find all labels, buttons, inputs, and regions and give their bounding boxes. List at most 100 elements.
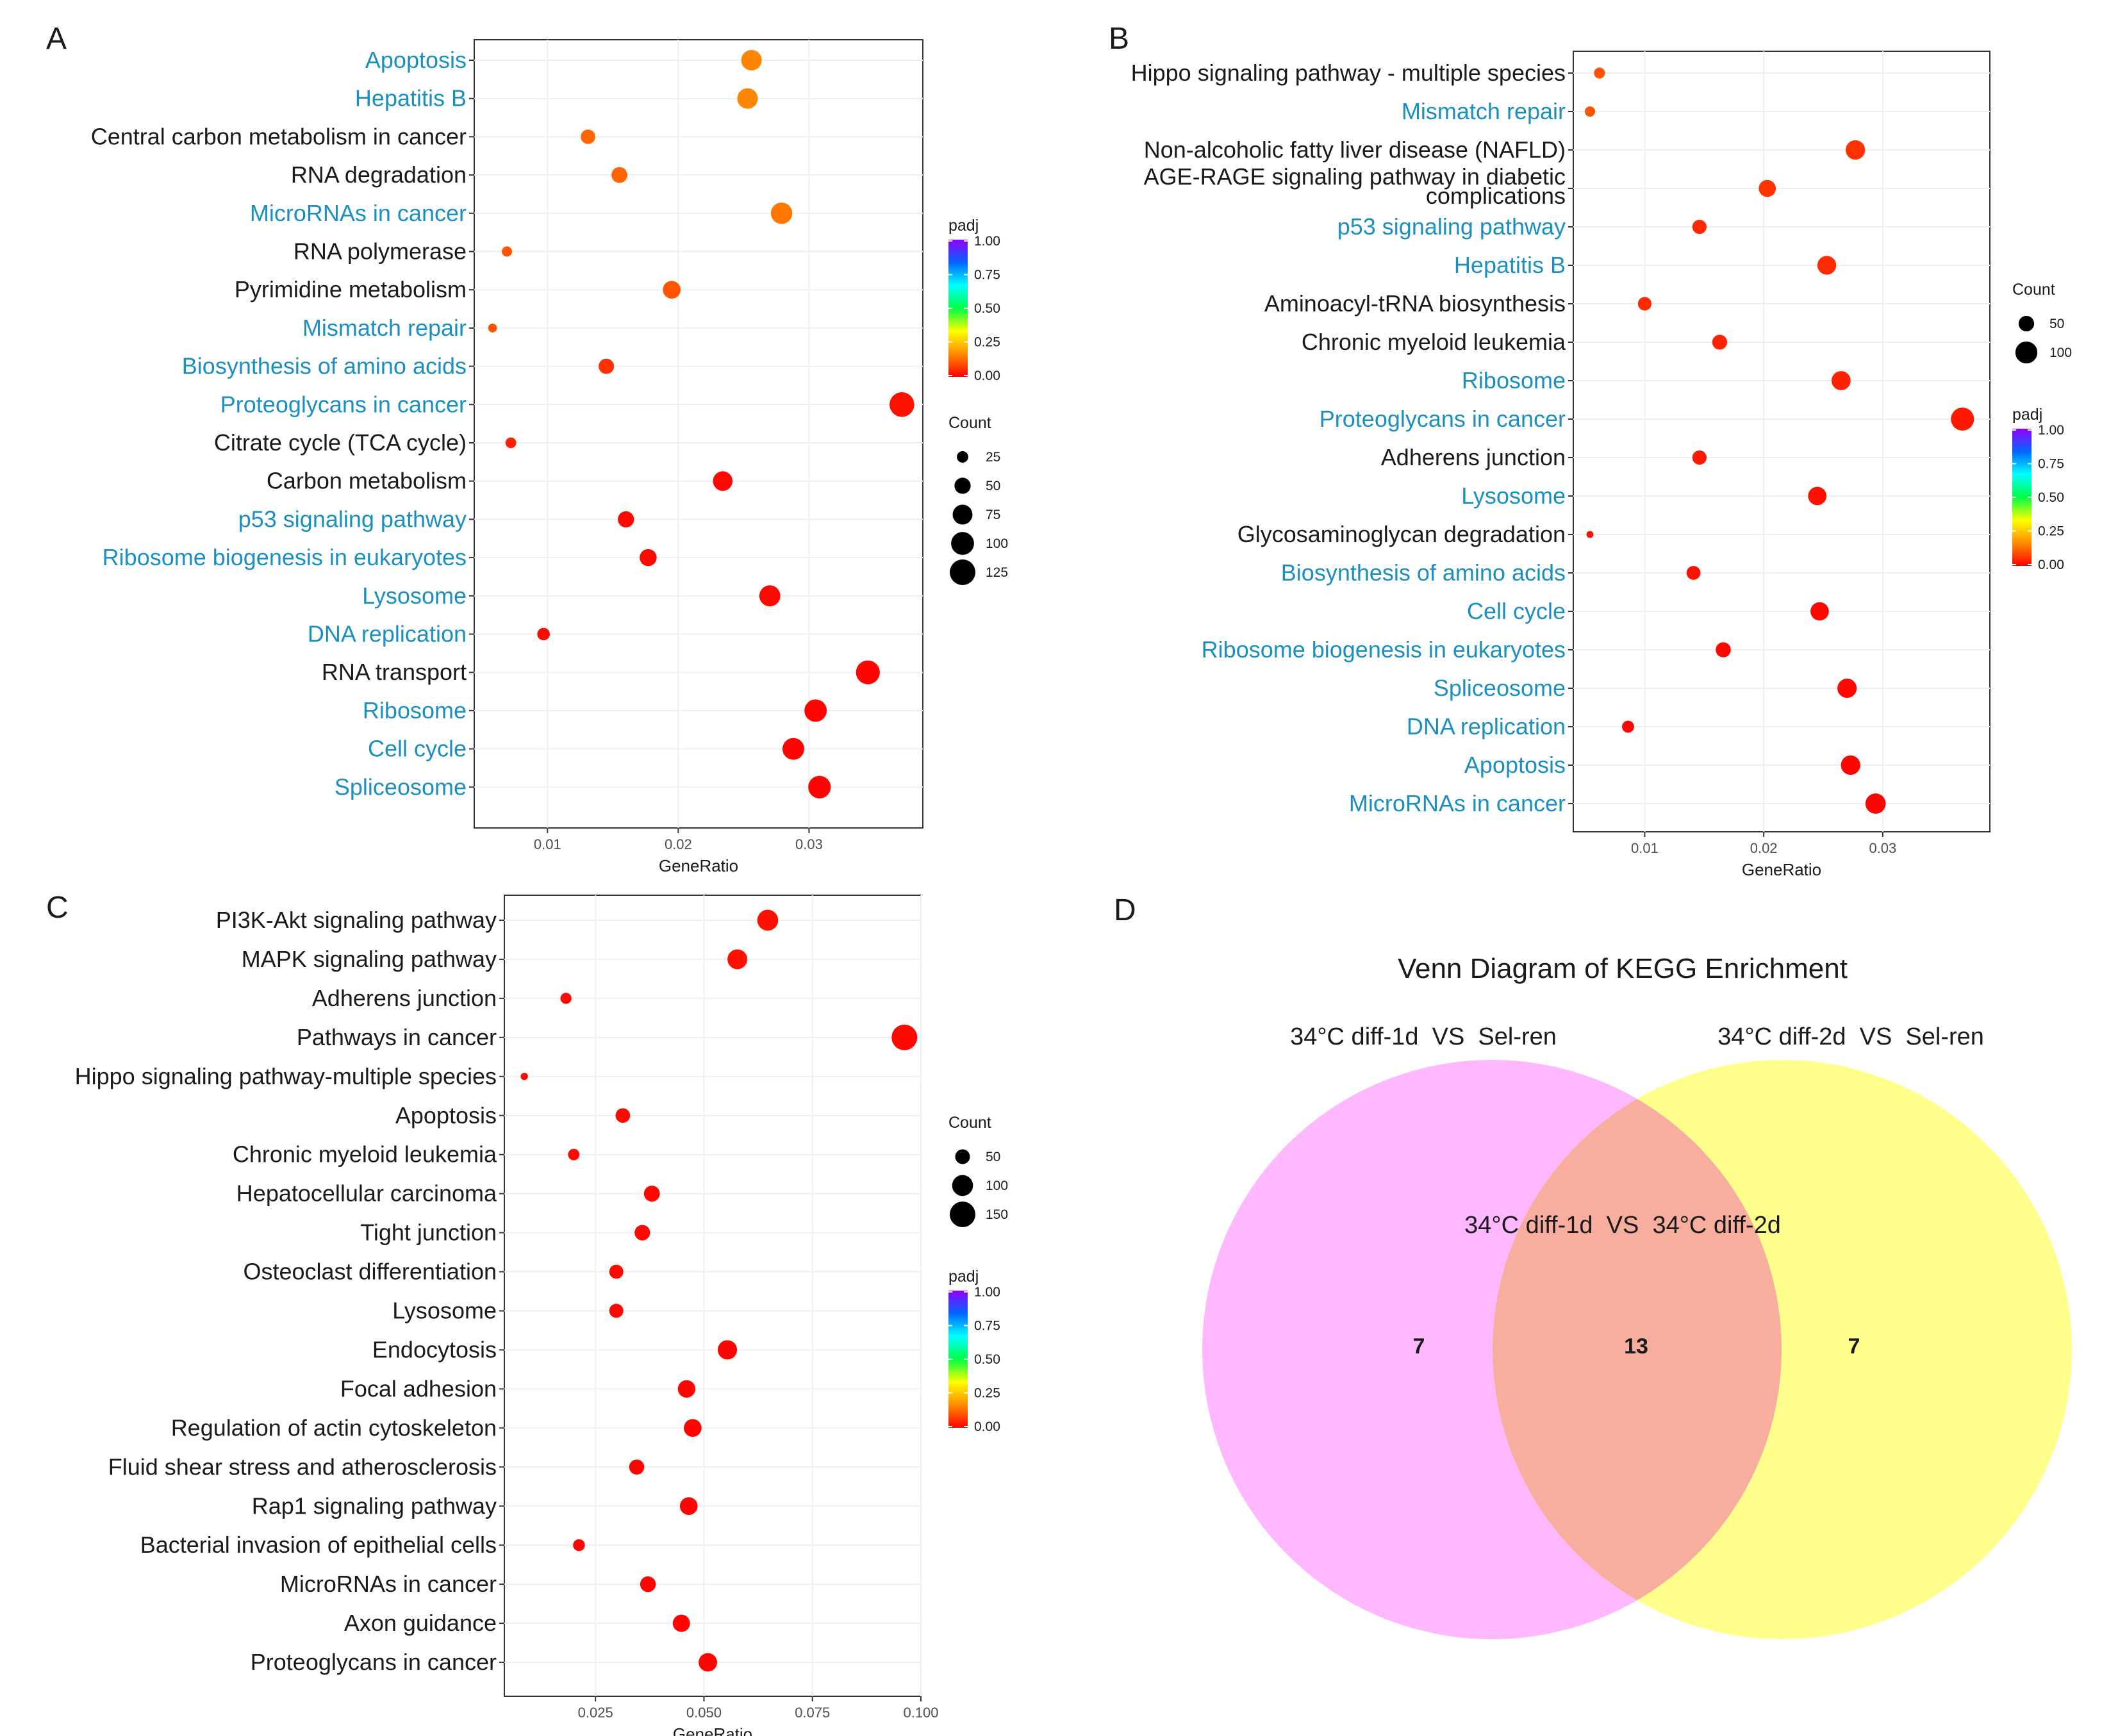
y-category-label: Proteoglycans in cancer bbox=[251, 1649, 497, 1675]
data-point bbox=[856, 660, 880, 684]
size-legend-label: 25 bbox=[986, 450, 1000, 465]
y-category-label: Cell cycle bbox=[1467, 598, 1566, 624]
size-legend-dot bbox=[950, 559, 975, 585]
y-category-label: p53 signaling pathway bbox=[1337, 213, 1566, 240]
size-legend-label: 50 bbox=[986, 479, 1000, 493]
venn-overlap-count: 13 bbox=[1624, 1334, 1648, 1359]
data-point bbox=[804, 699, 827, 722]
color-legend-label: 0.25 bbox=[2038, 524, 2064, 539]
y-category-label: Ribosome biogenesis in eukaryotes bbox=[1202, 636, 1566, 663]
y-category-label: Chronic myeloid leukemia bbox=[1302, 329, 1566, 355]
data-point bbox=[581, 129, 595, 144]
data-point bbox=[891, 1024, 918, 1050]
y-category-label: MicroRNAs in cancer bbox=[280, 1571, 497, 1597]
data-point bbox=[640, 549, 657, 566]
y-category-label: Apoptosis bbox=[1464, 752, 1566, 778]
y-category-label: Ribosome bbox=[363, 697, 467, 723]
y-category-label: Aminoacyl-tRNA biosynthesis bbox=[1264, 290, 1566, 317]
size-legend-label: 75 bbox=[986, 508, 1000, 522]
data-point bbox=[537, 627, 550, 641]
data-point bbox=[679, 1497, 698, 1516]
data-point bbox=[737, 88, 758, 109]
data-point bbox=[629, 1459, 645, 1475]
color-legend-label: 0.75 bbox=[974, 268, 1000, 283]
data-point bbox=[502, 246, 513, 257]
color-legend-label: 0.00 bbox=[974, 368, 1000, 383]
data-point bbox=[770, 203, 793, 224]
y-category-label: MicroRNAs in cancer bbox=[1349, 790, 1566, 816]
y-category-label: Citrate cycle (TCA cycle) bbox=[214, 429, 467, 456]
data-point bbox=[520, 1073, 528, 1080]
venn-left-set-label: 34°C diff-1d VS Sel-ren bbox=[1290, 1023, 1557, 1050]
x-tick-label: 0.03 bbox=[795, 836, 823, 852]
data-point bbox=[699, 1653, 717, 1672]
data-point bbox=[1808, 486, 1827, 506]
y-category-label: Non-alcoholic fatty liver disease (NAFLD… bbox=[1144, 136, 1566, 163]
y-category-label: Proteoglycans in cancer bbox=[1320, 406, 1566, 432]
x-tick-label: 0.02 bbox=[665, 836, 692, 852]
y-category-label: Apoptosis bbox=[365, 47, 467, 73]
data-point bbox=[634, 1225, 650, 1241]
x-tick-label: 0.050 bbox=[686, 1705, 722, 1721]
x-tick-label: 0.02 bbox=[1750, 840, 1778, 856]
y-category-label: Hippo signaling pathway - multiple speci… bbox=[1131, 60, 1566, 86]
data-point bbox=[1951, 408, 1974, 431]
panel-letter-c: C bbox=[46, 891, 69, 925]
y-category-label: Lysosome bbox=[392, 1298, 497, 1324]
x-axis-label: GeneRatio bbox=[673, 1724, 752, 1736]
venn-right-set-label: 34°C diff-2d VS Sel-ren bbox=[1717, 1023, 1984, 1050]
y-category-label: Glycosaminoglycan degradation bbox=[1237, 521, 1566, 547]
x-tick-label: 0.03 bbox=[1869, 840, 1896, 856]
size-legend-dot bbox=[2018, 315, 2035, 332]
y-category-label: PI3K-Akt signaling pathway bbox=[216, 907, 497, 933]
panel-c-bubble-chart: C PI3K-Akt signaling pathway MAPK signalin… bbox=[46, 891, 1008, 1736]
size-legend-label: 100 bbox=[986, 536, 1008, 551]
size-legend-label: 50 bbox=[2049, 317, 2064, 331]
data-point bbox=[808, 775, 831, 798]
data-point bbox=[1817, 256, 1837, 275]
x-tick-label: 0.01 bbox=[1631, 840, 1659, 856]
y-category-label: Endocytosis bbox=[372, 1336, 497, 1362]
size-legend-label: 125 bbox=[986, 565, 1008, 580]
y-category-label: Hepatitis B bbox=[1454, 252, 1566, 278]
data-point bbox=[568, 1148, 580, 1161]
color-legend-title: padj bbox=[2012, 406, 2042, 424]
y-category-label: Tight junction bbox=[360, 1219, 497, 1246]
color-legend-label: 0.75 bbox=[2038, 457, 2064, 472]
y-category-label: Biosynthesis of amino acids bbox=[1281, 559, 1566, 586]
size-legend-dot bbox=[954, 477, 971, 494]
color-legend-title: padj bbox=[948, 217, 979, 235]
x-tick-label: 0.100 bbox=[903, 1705, 938, 1721]
plot-area bbox=[504, 895, 922, 1697]
panel-d-venn-diagram: D Venn Diagram of KEGG Enrichment 34°C d… bbox=[1114, 893, 2072, 1639]
data-point bbox=[741, 50, 762, 70]
data-point bbox=[643, 1186, 660, 1202]
color-legend-label: 1.00 bbox=[974, 1285, 1000, 1300]
y-category-label: Osteoclast differentiation bbox=[243, 1259, 497, 1285]
size-legend-dot bbox=[951, 532, 974, 555]
y-category-label: Mismatch repair bbox=[1402, 98, 1566, 124]
data-point bbox=[717, 1340, 738, 1360]
size-legend-dot bbox=[952, 504, 973, 525]
venn-overlap-label: 34°C diff-1d VS 34°C diff-2d bbox=[1464, 1212, 1781, 1239]
data-point bbox=[573, 1539, 585, 1551]
size-legend-dot bbox=[2015, 341, 2038, 364]
y-category-label: Lysosome bbox=[362, 583, 467, 609]
y-category-label: DNA replication bbox=[308, 621, 467, 647]
plot-area bbox=[1573, 51, 1990, 832]
y-category-label: Axon guidance bbox=[344, 1610, 497, 1636]
y-category-label: Proteoglycans in cancer bbox=[220, 391, 467, 417]
y-category-label: p53 signaling pathway bbox=[238, 506, 467, 532]
y-category-label: AGE-RAGE signaling pathway in diabetic co… bbox=[1144, 163, 1566, 209]
y-category-label: Ribosome biogenesis in eukaryotes bbox=[103, 544, 467, 570]
color-legend-label: 0.75 bbox=[974, 1319, 1000, 1334]
color-legend-label: 0.25 bbox=[974, 1386, 1000, 1401]
data-point bbox=[488, 323, 497, 333]
data-point bbox=[1837, 678, 1857, 699]
data-point bbox=[640, 1576, 656, 1592]
y-category-label: Apoptosis bbox=[395, 1102, 497, 1128]
venn-right-only-count: 7 bbox=[1848, 1334, 1860, 1359]
data-point bbox=[618, 511, 634, 528]
data-point bbox=[1692, 450, 1707, 465]
